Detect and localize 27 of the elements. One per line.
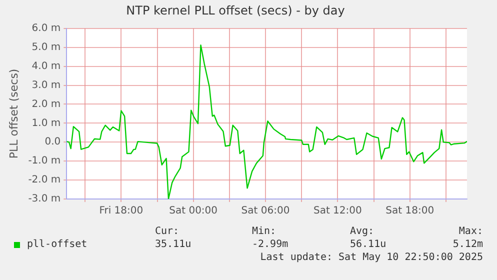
x-tick-label: Sat 06:00	[241, 206, 290, 217]
y-tick-label: 0.0	[44, 136, 61, 148]
text: 56.11u	[350, 239, 388, 250]
y-tick-label: 5.0 m	[32, 42, 61, 53]
text: Max:	[458, 226, 483, 237]
text: 35.11u	[155, 239, 192, 250]
x-tick-label: Sat 18:00	[386, 206, 434, 217]
y-tick-label: 1.0 m	[32, 118, 61, 129]
x-tick-label: Sat 00:00	[169, 206, 218, 217]
text: Last update: Sat May 10 22:50:00 2025	[259, 251, 483, 263]
x-tick-label: Fri 18:00	[99, 206, 144, 217]
text: -2.99m	[252, 239, 290, 250]
text: Min:	[252, 226, 278, 237]
y-tick-label: -2.0 m	[28, 174, 61, 186]
y-tick-label: 6.0 m	[32, 22, 61, 34]
text: Avg:	[350, 226, 376, 237]
text: Cur:	[155, 226, 180, 237]
x-tick-label: Sat 12:00	[313, 206, 362, 217]
y-tick-label: -1.0 m	[28, 156, 61, 167]
y-tick-label: 2.0 m	[32, 98, 61, 110]
chart-title: NTP kernel PLL offset (secs) - by day	[126, 3, 345, 18]
y-tick-label: 3.0 m	[32, 80, 61, 91]
y-axis-title: PLL offset (secs)	[7, 68, 20, 159]
legend-label: pll-offset	[27, 239, 88, 250]
text: 5.12m	[452, 239, 483, 250]
y-tick-label: -3.0 m	[28, 194, 61, 205]
y-tick-label: 4.0 m	[32, 60, 61, 72]
